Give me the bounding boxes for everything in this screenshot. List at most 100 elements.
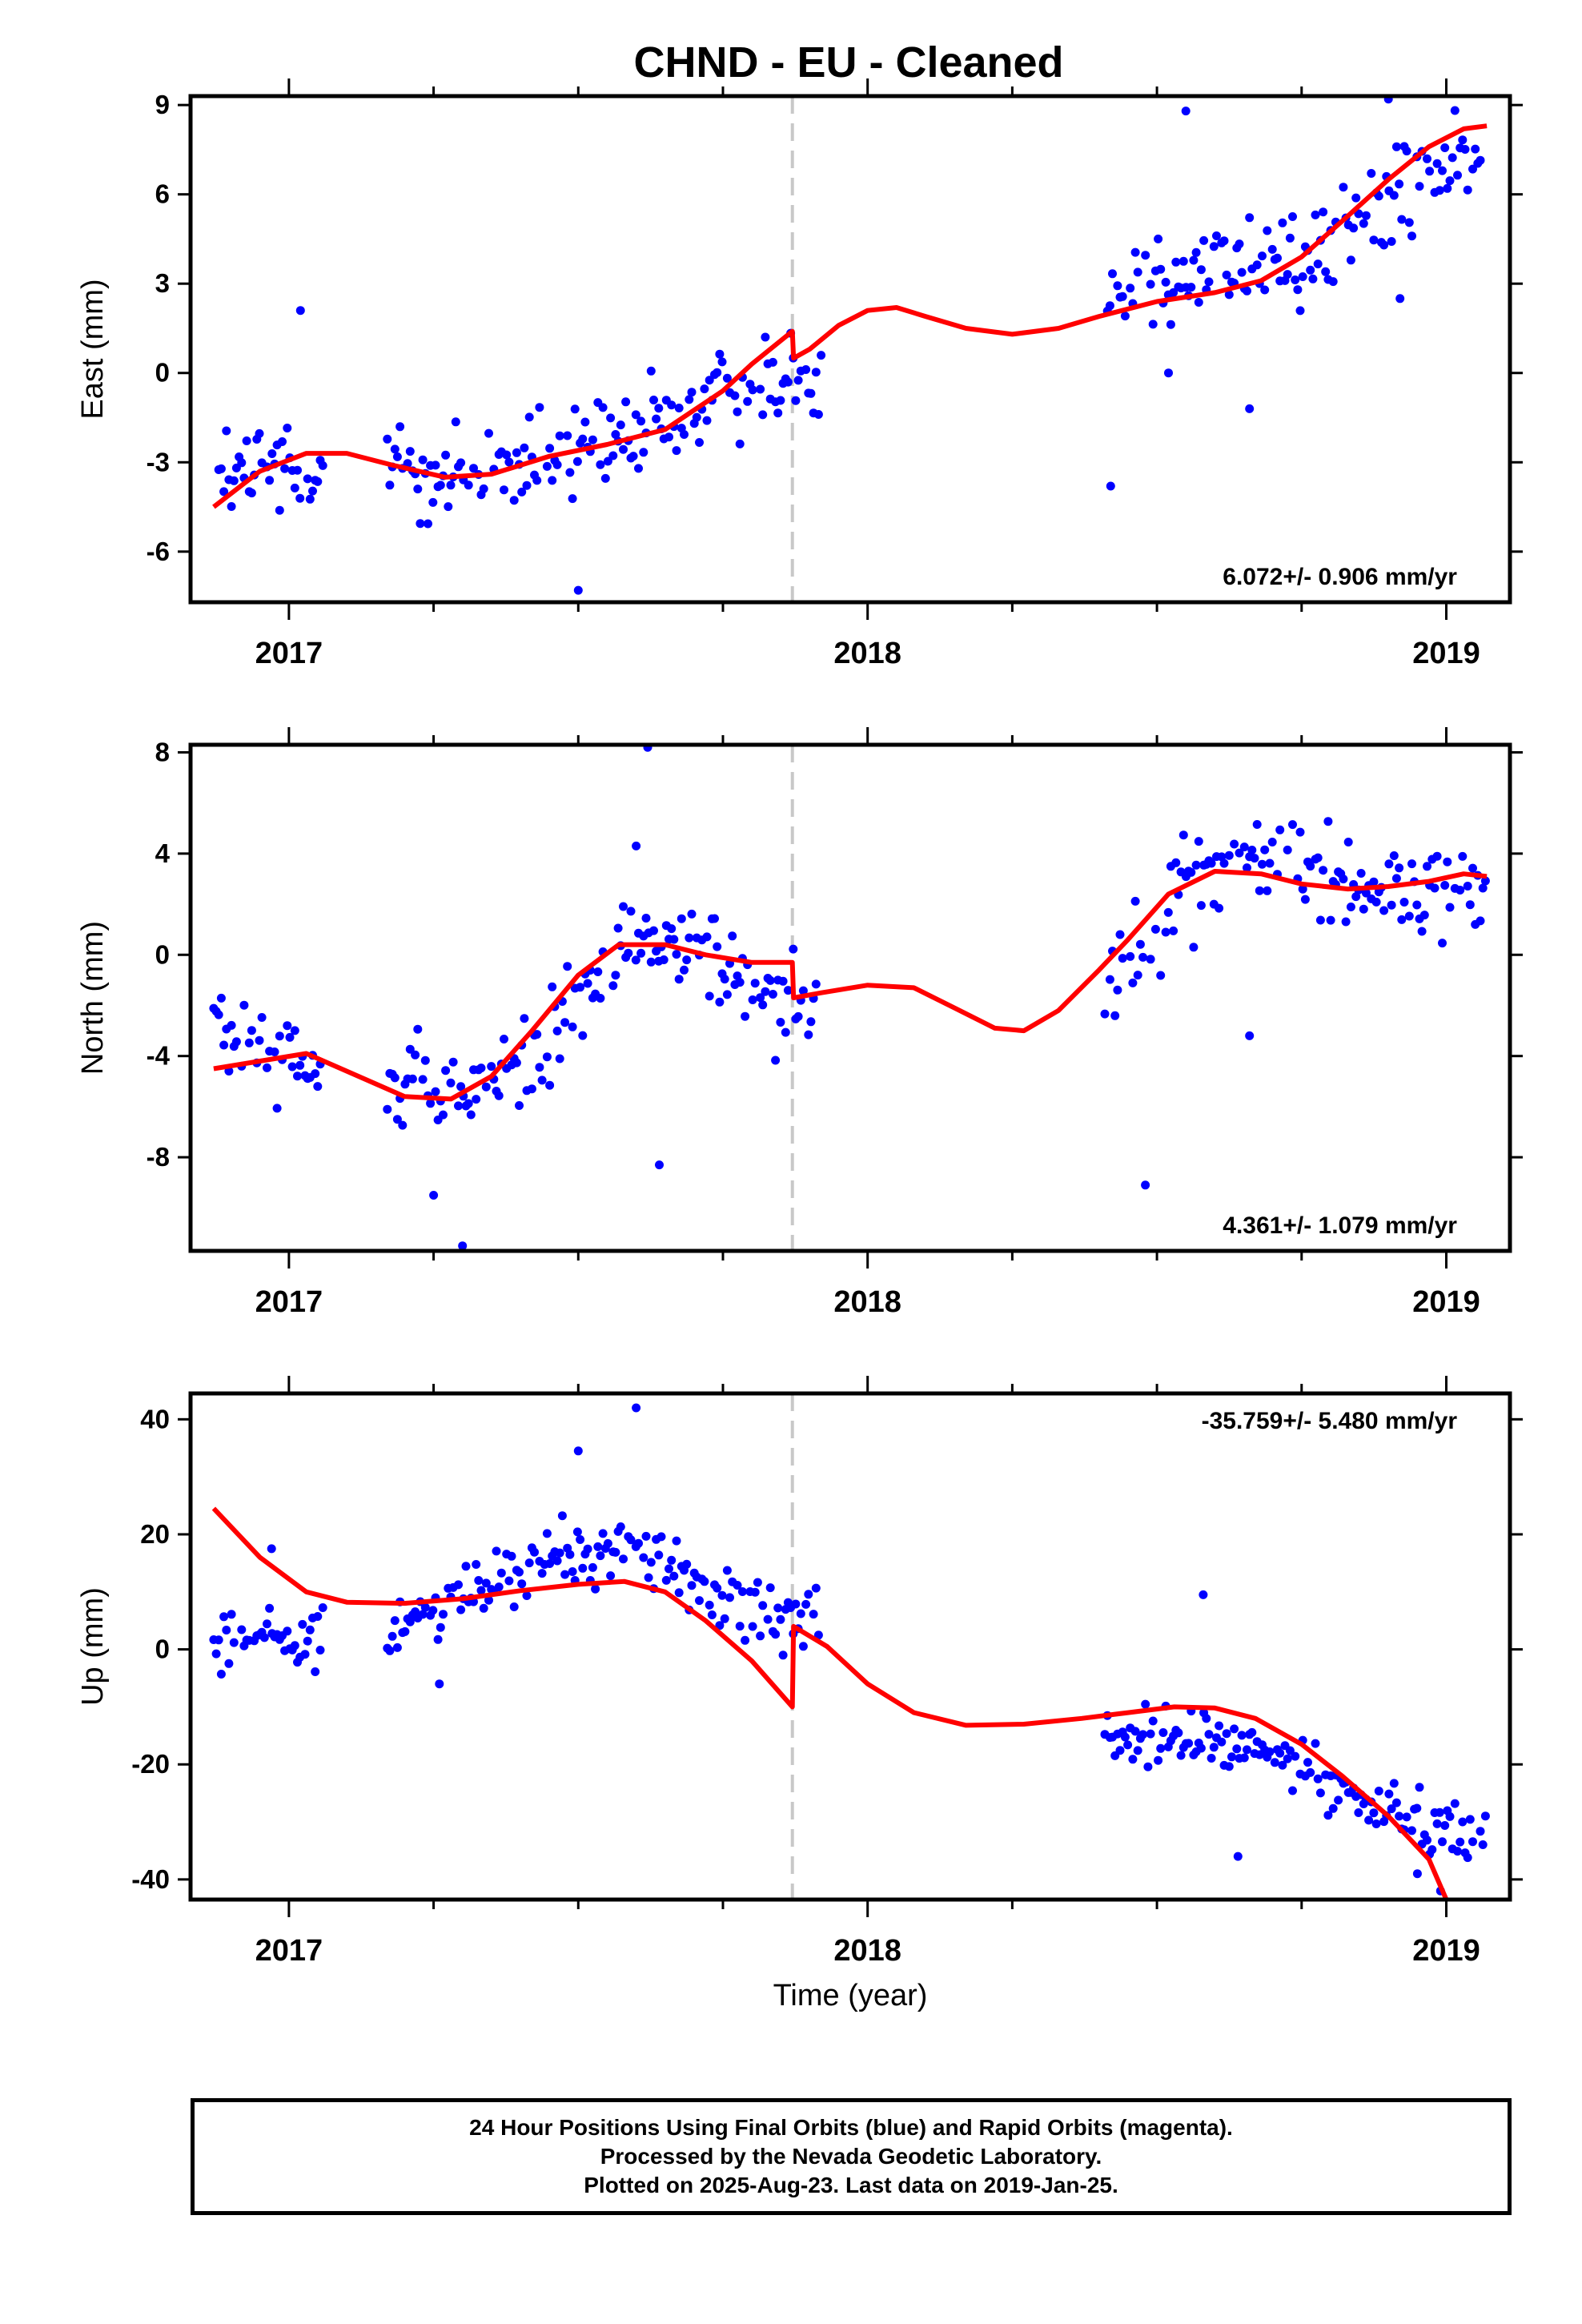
data-point xyxy=(1146,1729,1155,1739)
data-point xyxy=(725,1593,734,1602)
data-point xyxy=(1399,898,1409,907)
data-point xyxy=(733,407,742,416)
data-point xyxy=(464,480,473,490)
data-point xyxy=(791,1599,801,1609)
data-point xyxy=(1141,251,1150,260)
data-point xyxy=(522,480,532,490)
data-point xyxy=(290,483,299,493)
data-point xyxy=(677,914,686,923)
data-point xyxy=(1126,951,1135,961)
footer-caption: 24 Hour Positions Using Final Orbits (bl… xyxy=(191,2098,1512,2215)
data-point xyxy=(1227,1752,1236,1762)
data-point xyxy=(472,1560,481,1569)
data-point xyxy=(1339,183,1348,192)
data-point xyxy=(305,494,315,504)
data-point xyxy=(741,1011,750,1021)
data-point xyxy=(515,1101,524,1110)
data-point xyxy=(390,1616,400,1626)
data-point xyxy=(700,1577,709,1586)
data-point xyxy=(278,437,287,446)
data-point xyxy=(611,430,620,439)
data-point xyxy=(1207,858,1216,868)
data-point xyxy=(646,366,656,376)
data-point xyxy=(737,1587,747,1596)
data-point xyxy=(303,474,312,484)
data-point xyxy=(461,1562,471,1571)
data-point xyxy=(259,1633,269,1642)
data-point xyxy=(707,1610,717,1619)
y-tick-label: 40 xyxy=(140,1404,170,1433)
data-point xyxy=(791,396,801,405)
data-point xyxy=(466,1110,476,1120)
data-point xyxy=(1440,143,1450,152)
data-point xyxy=(474,1576,484,1585)
data-point xyxy=(476,1063,486,1073)
data-point xyxy=(1417,927,1427,936)
data-point xyxy=(631,410,640,420)
data-point xyxy=(672,1536,681,1546)
data-point xyxy=(616,1522,625,1531)
data-points xyxy=(214,96,1485,595)
y-tick-label: 20 xyxy=(140,1519,170,1549)
data-point xyxy=(793,376,803,385)
data-point xyxy=(1443,857,1452,866)
data-point xyxy=(552,460,562,469)
x-tick-label: 2018 xyxy=(833,1285,901,1319)
data-point xyxy=(1219,858,1229,868)
data-point xyxy=(522,1591,532,1600)
data-point xyxy=(1468,863,1477,873)
data-point xyxy=(229,1638,239,1647)
panel-east: -6 -3 0 3 6 9 2017 2018 2019 East (mm) 6.072+/- 0.… xyxy=(76,78,1523,670)
data-point xyxy=(603,1538,612,1548)
data-point xyxy=(1346,903,1355,911)
data-point xyxy=(500,485,508,495)
data-point xyxy=(532,476,542,485)
data-point xyxy=(290,1026,299,1035)
data-point xyxy=(685,933,694,943)
data-point xyxy=(1204,1730,1214,1739)
data-point xyxy=(263,1063,271,1072)
figure-title: CHND - EU - Cleaned xyxy=(633,38,1063,86)
data-point xyxy=(224,1659,234,1668)
data-point xyxy=(768,990,777,999)
data-point xyxy=(1133,1746,1142,1755)
data-point xyxy=(439,1610,448,1619)
data-point xyxy=(1243,1745,1251,1755)
data-point xyxy=(1295,827,1305,837)
data-point xyxy=(1224,1762,1234,1771)
data-point xyxy=(1326,915,1335,925)
data-point xyxy=(1435,1807,1444,1817)
data-point xyxy=(743,396,753,406)
data-point xyxy=(283,424,292,432)
data-point xyxy=(1374,1787,1383,1795)
data-point xyxy=(502,450,512,460)
data-point xyxy=(1146,955,1155,964)
data-point xyxy=(593,1542,603,1551)
data-point xyxy=(796,1609,805,1618)
data-point xyxy=(1283,1754,1292,1763)
data-point xyxy=(1128,978,1138,987)
data-point xyxy=(674,1588,684,1598)
data-point xyxy=(776,1614,785,1624)
data-point xyxy=(216,464,226,473)
data-point xyxy=(1306,265,1315,275)
data-point xyxy=(431,1087,440,1096)
data-point xyxy=(1468,164,1477,174)
data-point xyxy=(454,1580,463,1590)
data-point xyxy=(244,1038,254,1047)
data-point xyxy=(573,585,583,595)
data-point xyxy=(1341,917,1351,927)
data-point xyxy=(773,408,783,418)
plot-frame xyxy=(188,1391,1512,1902)
data-point xyxy=(1209,242,1219,251)
data-point xyxy=(572,456,582,466)
x-tick-label: 2017 xyxy=(255,637,323,670)
data-point xyxy=(572,1527,582,1537)
data-point xyxy=(1222,270,1231,279)
data-point xyxy=(1402,147,1411,156)
data-point xyxy=(695,1596,704,1606)
data-point xyxy=(557,1511,567,1521)
data-point xyxy=(568,1022,577,1031)
fit-line xyxy=(211,1506,1449,1900)
data-point xyxy=(722,1566,732,1575)
